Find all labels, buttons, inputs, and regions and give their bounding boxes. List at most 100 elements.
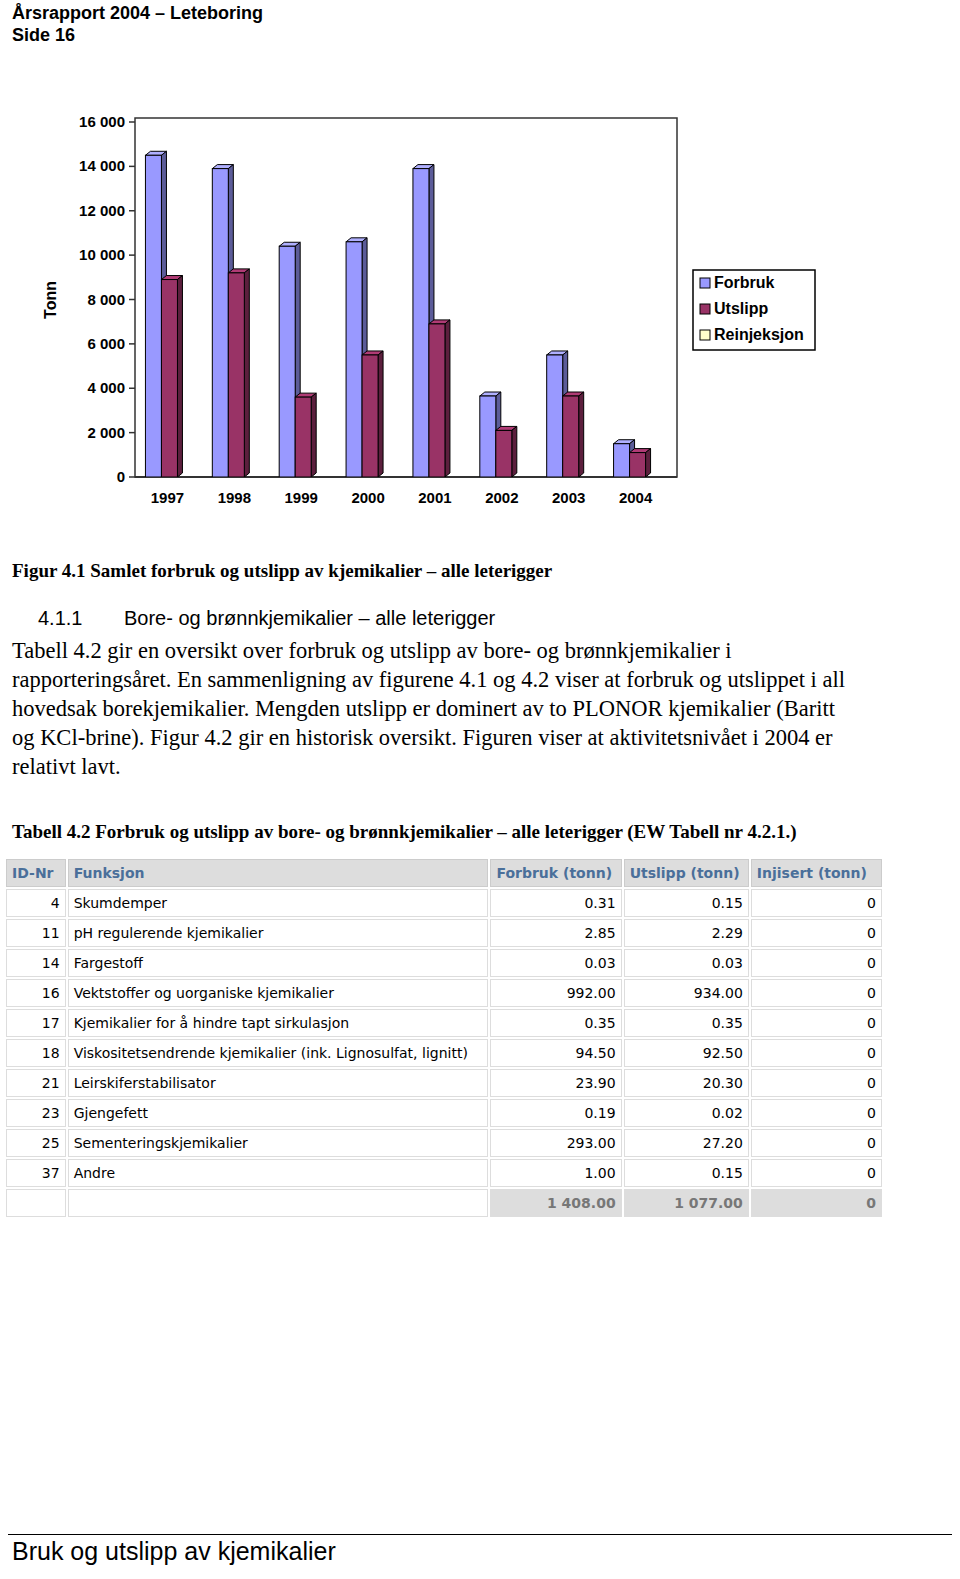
legend-label: Forbruk — [714, 274, 775, 291]
category-label: 1997 — [151, 489, 184, 506]
bar-front — [212, 169, 228, 477]
text: Side 16 — [12, 25, 75, 46]
tick — [129, 121, 135, 123]
tick — [129, 432, 135, 434]
cell: 23.90 — [490, 1069, 621, 1097]
cell: 0 — [751, 889, 882, 917]
axis-label: Tonn — [42, 281, 59, 319]
cell: 0.15 — [624, 889, 749, 917]
cell: pH regulerende kjemikalier — [68, 919, 489, 947]
cell: 0 — [751, 1039, 882, 1067]
cell: 0.15 — [624, 1159, 749, 1187]
bar-front — [563, 396, 579, 477]
footer-rule — [8, 1534, 952, 1535]
cell: Viskositetsendrende kjemikalier (ink. Li… — [68, 1039, 489, 1067]
bar-front — [413, 169, 429, 477]
cell: Fargestoff — [68, 949, 489, 977]
cell: 293.00 — [490, 1129, 621, 1157]
bar-front — [378, 477, 394, 478]
text: Tabell 4.2 Forbruk og utslipp av bore- o… — [12, 821, 797, 843]
total-cell: 0 — [751, 1189, 882, 1217]
cell: 0.35 — [624, 1009, 749, 1037]
text: Tabell 4.2 gir en oversikt over forbruk … — [12, 638, 732, 664]
cell: 2.29 — [624, 919, 749, 947]
text: Årsrapport 2004 – Leteboring — [12, 3, 263, 24]
bar-front — [362, 355, 378, 477]
legend-label: Utslipp — [714, 300, 768, 317]
cell: 21 — [6, 1069, 66, 1097]
bar-front — [429, 324, 445, 477]
cell: 92.50 — [624, 1039, 749, 1067]
cell: Kjemikalier for å hindre tapt sirkulasjo… — [68, 1009, 489, 1037]
total-cell: 1 077.00 — [624, 1189, 749, 1217]
cell: 0 — [751, 1009, 882, 1037]
total-cell: 1 408.00 — [490, 1189, 621, 1217]
bar-side — [177, 276, 182, 477]
chart: 02 0004 0006 0008 00010 00012 00014 0001… — [0, 0, 960, 520]
category-label: 2003 — [552, 489, 585, 506]
cell: 0 — [751, 979, 882, 1007]
tick-label: 6 000 — [87, 335, 125, 352]
bar — [429, 320, 450, 477]
cell: 0.03 — [490, 949, 621, 977]
category-label: 1999 — [285, 489, 318, 506]
category-label: 2001 — [418, 489, 451, 506]
bar-front — [295, 397, 311, 477]
cell: 94.50 — [490, 1039, 621, 1067]
cell: 18 — [6, 1039, 66, 1067]
tick-label: 4 000 — [87, 379, 125, 396]
cell: 23 — [6, 1099, 66, 1127]
bar-side — [244, 269, 249, 477]
bar — [563, 392, 584, 477]
text: Bruk og utslipp av kjemikalier — [12, 1537, 336, 1566]
bar-front — [228, 273, 244, 477]
legend-swatch — [700, 278, 710, 288]
cell: 4 — [6, 889, 66, 917]
cell: 27.20 — [624, 1129, 749, 1157]
cell: 0 — [751, 1159, 882, 1187]
bar-front — [244, 477, 260, 478]
cell: Andre — [68, 1159, 489, 1187]
legend-swatch — [700, 304, 710, 314]
cell: 2.85 — [490, 919, 621, 947]
cell: 37 — [6, 1159, 66, 1187]
bar-side — [512, 426, 517, 477]
category-label: 2004 — [619, 489, 653, 506]
tick-label: 12 000 — [79, 202, 125, 219]
tick-label: 2 000 — [87, 424, 125, 441]
cell: Skumdemper — [68, 889, 489, 917]
bar — [161, 276, 182, 477]
cell: 20.30 — [624, 1069, 749, 1097]
bar-side — [646, 449, 651, 477]
text: hovedsak borekjemikalier. Mengden utslip… — [12, 696, 835, 722]
text: og KCl-brine). Figur 4.2 gir en historis… — [12, 725, 833, 751]
bar — [496, 426, 517, 477]
cell: 934.00 — [624, 979, 749, 1007]
plot-frame — [135, 118, 677, 477]
tick — [129, 210, 135, 212]
text: Figur 4.1 Samlet forbruk og utslipp av k… — [12, 560, 552, 582]
cell: Leirskiferstabilisator — [68, 1069, 489, 1097]
cell: 0 — [751, 949, 882, 977]
category-label: 2002 — [485, 489, 518, 506]
bar-front — [346, 242, 362, 477]
table: ID-NrFunksjonForbruk (tonn)Utslipp (tonn… — [4, 857, 884, 1219]
tick-label: 8 000 — [87, 291, 125, 308]
bar — [362, 351, 383, 477]
bar-side — [445, 320, 450, 477]
bar-front — [579, 477, 595, 478]
cell: 992.00 — [490, 979, 621, 1007]
tick — [129, 476, 135, 478]
header-cell: Utslipp (tonn) — [624, 859, 749, 887]
bar-front — [496, 430, 512, 477]
cell: 17 — [6, 1009, 66, 1037]
tick — [129, 166, 135, 168]
cell: 1.00 — [490, 1159, 621, 1187]
legend-box — [693, 270, 815, 350]
text: relativt lavt. — [12, 754, 121, 780]
bar-side — [311, 393, 316, 477]
bar-front — [279, 246, 295, 477]
category-label: 1998 — [218, 489, 251, 506]
cell: 0.02 — [624, 1099, 749, 1127]
cell: 0 — [751, 1099, 882, 1127]
